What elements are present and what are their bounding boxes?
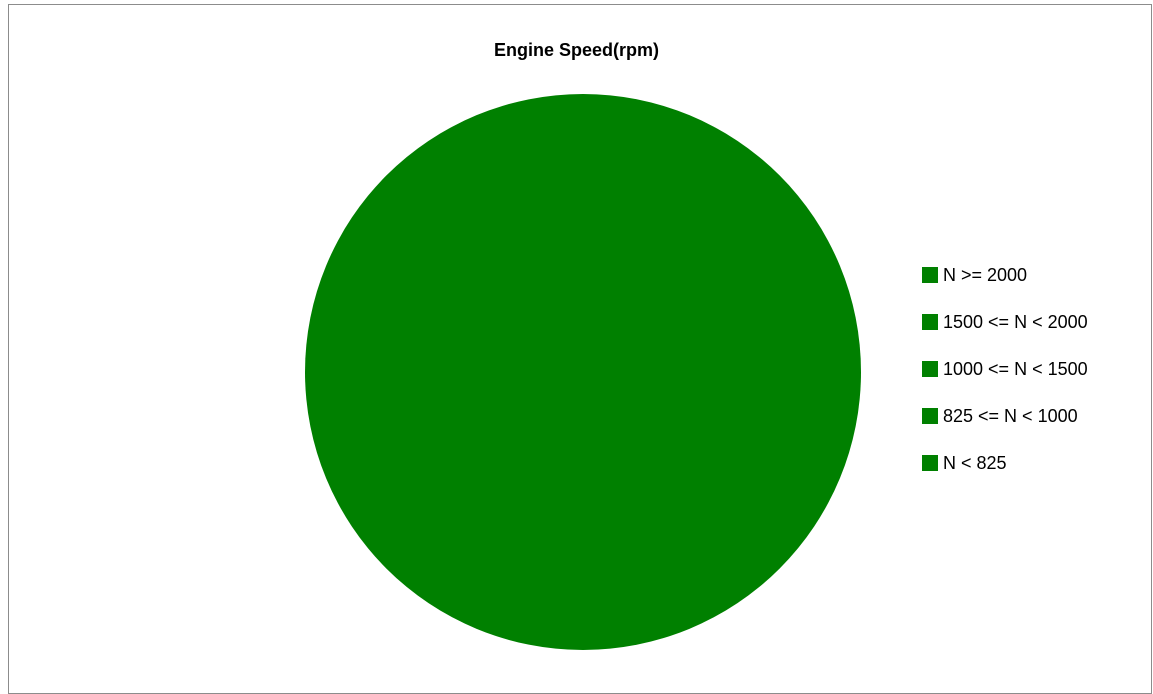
legend-label: 1000 <= N < 1500 — [943, 358, 1088, 379]
legend-swatch — [922, 314, 938, 330]
pie-slice — [305, 94, 861, 650]
legend-item: N >= 2000 — [922, 262, 1088, 288]
legend-item: 825 <= N < 1000 — [922, 403, 1088, 429]
legend-label: 1500 <= N < 2000 — [943, 311, 1088, 332]
legend: N >= 2000 1500 <= N < 2000 1000 <= N < 1… — [922, 262, 1088, 497]
legend-label: N >= 2000 — [943, 264, 1028, 285]
pie-plot — [305, 94, 861, 650]
legend-item: 1000 <= N < 1500 — [922, 356, 1088, 382]
legend-swatch — [922, 408, 938, 424]
legend-label: 825 <= N < 1000 — [943, 405, 1078, 426]
legend-swatch — [922, 361, 938, 377]
legend-swatch — [922, 267, 938, 283]
legend-item: N < 825 — [922, 450, 1088, 476]
legend-swatch — [922, 455, 938, 471]
legend-label: N < 825 — [943, 452, 1007, 473]
legend-item: 1500 <= N < 2000 — [922, 309, 1088, 335]
chart-title: Engine Speed(rpm) — [493, 40, 659, 60]
